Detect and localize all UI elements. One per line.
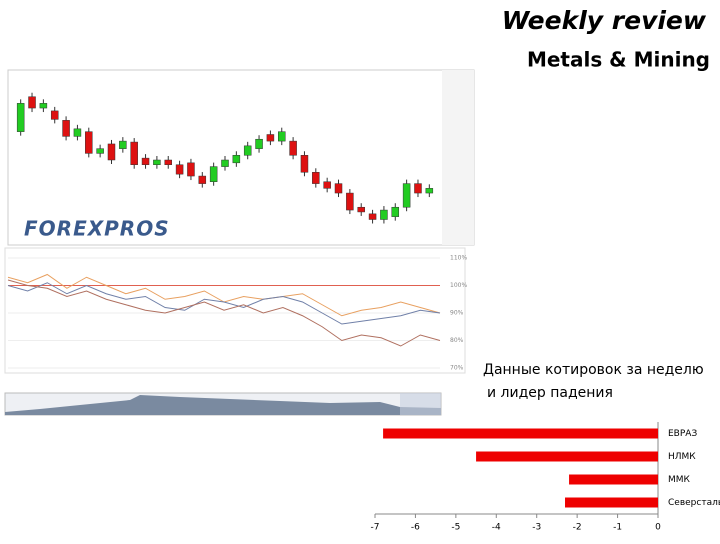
candle-body [368, 213, 377, 220]
y-tick-label: 110% [450, 255, 467, 262]
candle-body [425, 188, 434, 194]
candle-body [266, 134, 275, 142]
candle-body [119, 140, 127, 149]
candle-body [62, 120, 70, 137]
candle-body [209, 166, 218, 182]
candle-body [391, 206, 400, 217]
candle-body [300, 155, 309, 173]
category-label: НЛМК [668, 452, 696, 462]
price-axis [442, 70, 474, 245]
candle-body [198, 175, 207, 184]
y-tick-label: 70% [450, 365, 464, 372]
candle-body [346, 192, 354, 211]
x-tick-label: -7 [371, 523, 380, 533]
navigator-window [400, 393, 441, 415]
candle-body [141, 157, 150, 165]
candle-body [73, 128, 82, 137]
candle-body [334, 183, 343, 194]
y-tick-label: 80% [450, 337, 464, 344]
candle-body [414, 183, 422, 194]
y-tick-label: 90% [450, 310, 464, 317]
logo: FOREXPROS [24, 217, 170, 241]
candle-body [323, 181, 331, 189]
bar [383, 428, 658, 439]
candle-body [255, 138, 263, 149]
category-label: ЕВРАЗ [668, 429, 697, 439]
category-label: ММК [668, 475, 691, 485]
subtitle: Metals & Mining [527, 48, 710, 72]
bar [569, 474, 658, 485]
candle-body [221, 159, 229, 167]
x-tick-label: -4 [492, 523, 501, 533]
candle-body [164, 159, 172, 165]
navigator-area [5, 395, 441, 415]
candle-body [85, 131, 93, 154]
candle-body [278, 131, 286, 142]
bar [565, 497, 658, 508]
title: Weekly review [502, 6, 707, 35]
x-tick-label: -6 [411, 523, 420, 533]
candle-body [402, 183, 411, 208]
candle-body [380, 209, 388, 220]
candle-body [312, 172, 320, 184]
candle-body [289, 140, 297, 156]
candle-body [107, 143, 116, 161]
y-tick-label: 100% [450, 282, 467, 289]
candle-body [232, 155, 241, 164]
x-tick-label: -3 [532, 523, 541, 533]
x-tick-label: 0 [655, 523, 661, 533]
candle-body [187, 162, 195, 177]
line-panel [4, 247, 466, 374]
series-line [7, 282, 441, 325]
candle-body [153, 159, 161, 165]
candle-body [357, 206, 365, 213]
candle-body [28, 96, 36, 109]
category-label: Северсталь [668, 498, 720, 508]
candle-body [130, 141, 138, 165]
candle-body [175, 164, 184, 175]
bar [476, 451, 658, 462]
candle-body [50, 110, 59, 120]
candle-body [243, 145, 252, 156]
caption: Данные котировок за неделю [483, 362, 704, 378]
x-tick-label: -5 [451, 523, 460, 533]
series-line [7, 279, 441, 347]
candle-body [39, 103, 48, 109]
candle-body [16, 103, 25, 132]
caption: и лидер падения [487, 385, 613, 401]
candle-body [96, 148, 104, 154]
x-tick-label: -1 [613, 523, 622, 533]
x-tick-label: -2 [573, 523, 582, 533]
